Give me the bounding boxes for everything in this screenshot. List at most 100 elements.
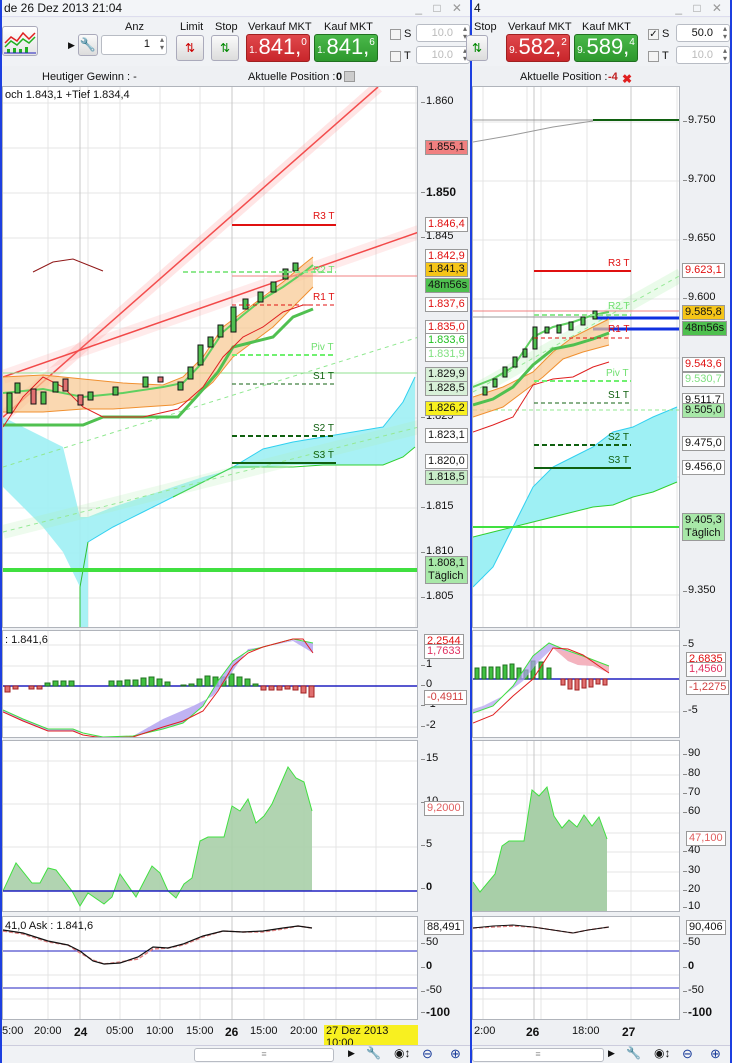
macd-info-text: : 1.841,6 [5,634,48,646]
price-tag: 9.530,7 [682,372,725,387]
window-controls[interactable]: _ □ ✕ [415,1,466,15]
zoom-in-icon[interactable]: ⊕ [450,1046,461,1061]
stop-order-button[interactable]: ⇅ [211,35,239,61]
zoom-out-icon[interactable]: ⊖ [682,1046,693,1061]
countdown-tag: 48m56s [682,321,728,336]
window-title: de 26 Dez 2013 21:04 [4,1,123,15]
close-position-icon[interactable]: ✖ [622,72,633,86]
limit-order-button[interactable]: ⇅ [176,35,204,61]
price-tag: 1.829,9 [425,367,468,382]
s-label: S [404,28,412,40]
price-tag: 1.820,0 [425,454,468,469]
zoom-vertical-icon[interactable]: ◉↕ [654,1046,671,1060]
scroll-right-icon[interactable]: ▶ [348,1048,355,1058]
limit-label: Limit [180,21,204,33]
horizontal-scrollbar[interactable]: ≡ [194,1048,334,1062]
stoch-info-text: 41,0 Ask : 1.841,6 [5,920,94,932]
wrench-icon: 🔧 [79,37,97,52]
momentum-y-axis[interactable]: 90 80 70 60 40 30 20 10 47,100 [682,740,730,912]
expand-arrow-icon[interactable]: ▶ [68,40,75,50]
t-checkbox[interactable] [648,51,659,62]
momentum-y-axis[interactable]: 15 10 5 0 9,2000 [420,740,472,912]
window-controls[interactable]: _ □ ✕ [675,1,726,15]
zoom-vertical-icon[interactable]: ◉↕ [394,1046,411,1060]
buy-market-button[interactable]: 1. 841, 6 [314,34,378,62]
position-label: Aktuelle Position : [520,71,608,83]
chart-tools-icon[interactable]: 🔧 [626,1046,641,1060]
s-value-stepper[interactable]: 10.0 [416,24,470,42]
qty-stepper[interactable]: 1 [101,35,167,55]
stop-order-icon: ⇅ [219,41,231,55]
t-value-stepper[interactable]: 10.0 [676,46,730,64]
position-label: Aktuelle Position : [248,71,336,83]
position-value: -4 [608,71,618,83]
t-checkbox[interactable] [390,51,401,62]
stoch-y-axis[interactable]: 50 0 -50 -100 88,491 [420,916,472,1020]
price-tag: 1.855,1 [425,140,468,155]
momentum-panel[interactable] [2,740,418,912]
stochastic-panel[interactable] [472,916,680,1020]
sell-market-button[interactable]: 9. 582, 2 [506,34,570,62]
stoch-tag: 88,491 [424,920,464,935]
s-label: S [662,28,670,40]
s-checkbox[interactable]: ✓ [648,29,659,40]
chart-tools-icon[interactable]: 🔧 [366,1046,381,1060]
price-tag: 1.837,6 [425,297,468,312]
price-tag: 9.475,0 [682,436,725,451]
stoch-y-axis[interactable]: 50 0 -50 -100 90,406 [682,916,730,1020]
macd-tag: 1,7633 [424,644,464,659]
limit-order-icon: ⇅ [184,41,196,55]
price-tag: 9.585,8 [682,305,725,320]
sell-label: Verkauf MKT [248,21,312,33]
time-axis[interactable]: 5:00 20:00 24 05:00 10:00 15:00 26 15:00… [2,1021,418,1049]
t-label: T [404,50,411,62]
stochastic-panel[interactable]: 41,0 Ask : 1.841,6 [2,916,418,1020]
macd-panel[interactable] [472,630,680,738]
price-tag: 1.828,5 [425,381,468,396]
position-value: 0 [336,71,343,83]
horizontal-scrollbar[interactable]: ≡ [472,1048,604,1062]
momentum-tag: 47,100 [686,831,726,846]
price-tag: 1.841,3 [425,262,468,277]
t-value-stepper[interactable]: 10.0 [416,46,470,64]
momentum-panel[interactable] [472,740,680,912]
macd-y-axis[interactable]: 5 -5 2,6835 1,4560 -1,2275 [682,630,730,738]
zoom-out-icon[interactable]: ⊖ [422,1046,433,1061]
s-value-stepper[interactable]: 50.0 [676,24,730,42]
macd-panel[interactable]: : 1.841,6 [2,630,418,738]
scroll-right-icon[interactable]: ▶ [608,1048,615,1058]
chart-type-icon[interactable] [2,26,38,56]
settings-wrench-button[interactable]: 🔧 [78,34,98,56]
price-tag: 1.826,2 [425,401,468,416]
time-axis[interactable]: 2:00 26 18:00 27 [474,1025,636,1039]
pivot-label-s2: S2 T [608,432,629,443]
countdown-tag: 48m56s [425,278,471,293]
macd-tag: -0,4911 [424,690,467,705]
buy-market-button[interactable]: 9. 589, 4 [574,34,638,62]
pivot-label-s1: S1 T [608,390,629,401]
price-tag: 9.456,0 [682,460,725,475]
close-position-icon[interactable] [344,71,355,82]
price-tag: 9.623,1 [682,263,725,278]
pivot-label-s1: S1 T [313,371,334,382]
price-tag: 1.831,9 [425,347,468,362]
macd-y-axis[interactable]: 1 0 -1 -2 2,2544 1,7633 -0,4911 [420,630,472,738]
position-statusbar: Heutiger Gewinn : - Aktuelle Position : … [2,68,470,86]
chart-window-left: de 26 Dez 2013 21:04 _ □ ✕ ▶ 🔧 Anz 1 Lim… [0,0,472,1063]
stop-order-icon: ⇅ [471,41,483,55]
sell-label: Verkauf MKT [508,21,572,33]
macd-tag: -1,2275 [686,680,730,695]
main-y-axis[interactable]: 1.860 1.850 1.845 1.825 1.815 1.810 1.80… [420,95,457,602]
s-checkbox[interactable] [390,29,401,40]
zoom-in-icon[interactable]: ⊕ [710,1046,721,1061]
main-price-chart[interactable]: och 1.843,1 +Tief 1.834,4 R3 T R2 T R1 T… [2,86,418,628]
buy-label: Kauf MKT [582,21,631,33]
sell-market-button[interactable]: 1. 841, 0 [246,34,310,62]
stop-order-button[interactable]: ⇅ [466,35,488,61]
pivot-label-r3: R3 T [313,211,335,222]
stoch-tag: 90,406 [686,920,726,935]
price-tag: 1.842,9 [425,249,468,264]
pivot-label-piv: Piv T [311,342,334,353]
main-price-chart[interactable]: R3 T R2 T R1 T Piv T S1 T S2 T S3 T [472,86,680,628]
main-y-axis[interactable]: 9.750 9.700 9.650 9.600 9.350 [683,114,716,596]
